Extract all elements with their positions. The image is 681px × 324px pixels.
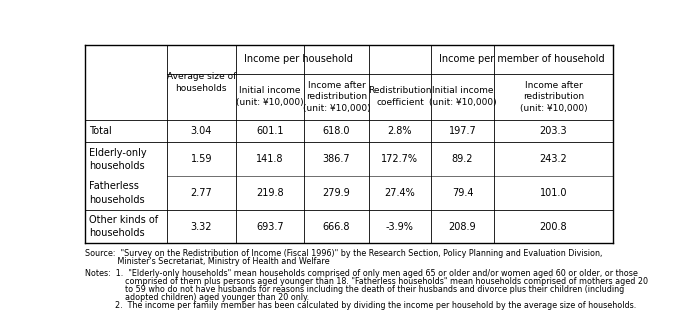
- Text: 279.9: 279.9: [323, 188, 351, 198]
- Text: 618.0: 618.0: [323, 126, 350, 136]
- Text: 1.59: 1.59: [191, 154, 212, 164]
- Text: Other kinds of
households: Other kinds of households: [89, 215, 159, 238]
- Text: 2.77: 2.77: [191, 188, 212, 198]
- Text: 693.7: 693.7: [256, 222, 284, 232]
- Text: Minister's Secretariat, Ministry of Health and Welfare: Minister's Secretariat, Ministry of Heal…: [85, 257, 330, 266]
- Text: 601.1: 601.1: [256, 126, 283, 136]
- Text: 200.8: 200.8: [540, 222, 567, 232]
- Text: Total: Total: [89, 126, 112, 136]
- Text: adopted children) aged younger than 20 only.: adopted children) aged younger than 20 o…: [85, 293, 309, 302]
- Text: 243.2: 243.2: [539, 154, 567, 164]
- Text: Redistribution
coefficient: Redistribution coefficient: [368, 87, 432, 107]
- Text: 208.9: 208.9: [449, 222, 476, 232]
- Text: -3.9%: -3.9%: [386, 222, 414, 232]
- Text: Income per member of household: Income per member of household: [439, 54, 605, 64]
- Text: Initial income
(unit: ¥10,000): Initial income (unit: ¥10,000): [428, 87, 496, 107]
- Text: 101.0: 101.0: [540, 188, 567, 198]
- Text: Income after
redistribution
(unit: ¥10,000): Income after redistribution (unit: ¥10,0…: [303, 81, 370, 113]
- Text: 27.4%: 27.4%: [385, 188, 415, 198]
- Text: to 59 who do not have husbands for reasons including the death of their husbands: to 59 who do not have husbands for reaso…: [85, 284, 624, 294]
- Text: 2.  The income per family member has been calculated by dividing the income per : 2. The income per family member has been…: [85, 301, 636, 310]
- Text: 3.04: 3.04: [191, 126, 212, 136]
- Text: 172.7%: 172.7%: [381, 154, 418, 164]
- Text: 79.4: 79.4: [452, 188, 473, 198]
- Text: Notes:  1.  "Elderly-only households" mean households comprised of only men aged: Notes: 1. "Elderly-only households" mean…: [85, 269, 638, 278]
- Text: Source:  "Survey on the Redistribution of Income (Fiscal 1996)" by the Research : Source: "Survey on the Redistribution of…: [85, 249, 603, 258]
- Text: 89.2: 89.2: [452, 154, 473, 164]
- Text: Fatherless
households: Fatherless households: [89, 181, 145, 204]
- Text: Average size of
households: Average size of households: [167, 72, 236, 93]
- Text: 666.8: 666.8: [323, 222, 350, 232]
- Text: 3.32: 3.32: [191, 222, 212, 232]
- Text: Income after
redistribution
(unit: ¥10,000): Income after redistribution (unit: ¥10,0…: [520, 81, 587, 113]
- Text: Initial income
(unit: ¥10,000): Initial income (unit: ¥10,000): [236, 87, 304, 107]
- Text: 2.8%: 2.8%: [387, 126, 412, 136]
- Text: 219.8: 219.8: [256, 188, 284, 198]
- Text: 203.3: 203.3: [540, 126, 567, 136]
- Text: Elderly-only
households: Elderly-only households: [89, 148, 147, 171]
- Text: Income per household: Income per household: [244, 54, 353, 64]
- Text: 141.8: 141.8: [256, 154, 283, 164]
- Text: comprised of them plus persons aged younger than 18. "Fatherless households" mea: comprised of them plus persons aged youn…: [85, 277, 648, 286]
- Text: 197.7: 197.7: [449, 126, 476, 136]
- Text: 386.7: 386.7: [323, 154, 351, 164]
